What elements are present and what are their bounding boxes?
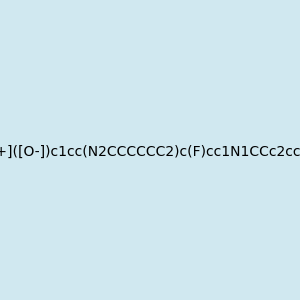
Text: O=[N+]([O-])c1cc(N2CCCCCC2)c(F)cc1N1CCc2ccccc2C1: O=[N+]([O-])c1cc(N2CCCCCC2)c(F)cc1N1CCc2… (0, 145, 300, 158)
